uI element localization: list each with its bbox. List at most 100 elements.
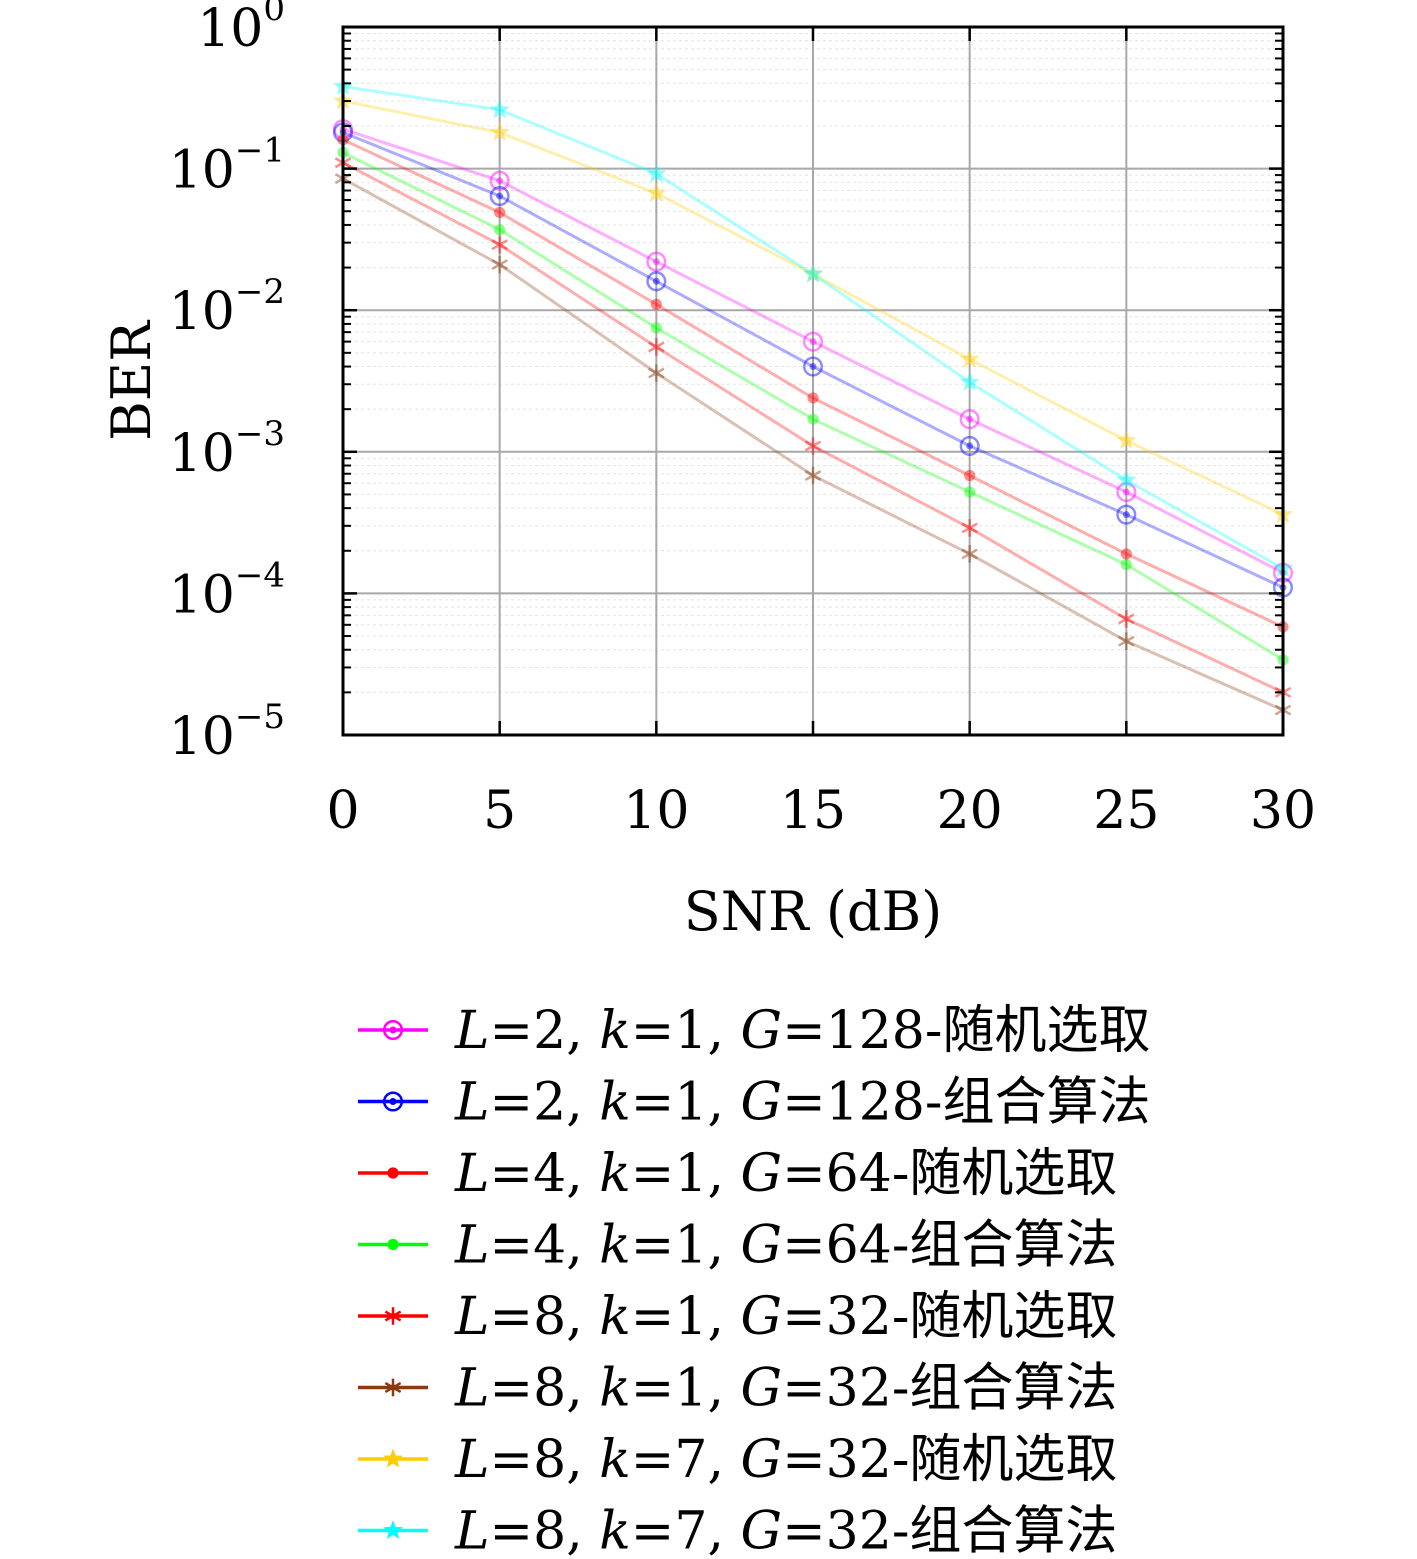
legend-var-k: k (599, 1216, 631, 1276)
legend-var-G: G (741, 1144, 783, 1204)
star-marker (383, 1520, 403, 1539)
legend-dash: - (925, 1073, 943, 1133)
legend-label: L=4, k=1, G=64-随机选取 (454, 1144, 1117, 1204)
circle-marker (382, 1019, 404, 1041)
star-marker (383, 1448, 403, 1468)
dot-marker (387, 1238, 399, 1251)
marker (646, 271, 667, 292)
legend-dash: - (892, 1144, 910, 1204)
circle-marker (489, 185, 510, 207)
marker (494, 206, 506, 219)
legend-eq: = (782, 1001, 826, 1061)
legend-eq: = (631, 1359, 675, 1419)
circle-marker-center (809, 363, 817, 371)
marker (1116, 469, 1137, 489)
legend-var-G: G (741, 1359, 783, 1419)
legend-var-G: G (741, 1287, 783, 1347)
y-tick-exponent: −5 (235, 697, 285, 737)
asterisk-marker-stroke (804, 440, 822, 452)
star-marker (959, 371, 980, 391)
legend-k-value: 7 (674, 1430, 707, 1490)
marker (807, 392, 819, 404)
legend-sep: , (707, 1359, 740, 1419)
x-tick-label: 25 (1093, 781, 1159, 841)
legend-sep: , (707, 1144, 740, 1204)
asterisk-marker-stroke (491, 239, 508, 251)
circle-marker (802, 331, 824, 352)
star-marker (489, 122, 510, 141)
legend-var-k: k (599, 1430, 631, 1490)
legend-L-value: 8 (533, 1359, 566, 1419)
legend-method: 随机选取 (909, 1287, 1117, 1347)
asterisk-marker-center (496, 261, 503, 268)
legend-L-value: 4 (533, 1144, 566, 1204)
legend-sep: , (566, 1144, 599, 1204)
legend-G-value: 32 (826, 1430, 892, 1490)
legend-var-L: L (454, 1430, 490, 1490)
legend-eq: = (631, 1001, 675, 1061)
marker (489, 99, 510, 119)
circle-marker-center (389, 1026, 397, 1034)
legend-eq: = (490, 1430, 534, 1490)
marker (959, 435, 980, 456)
x-tick-labels: 0 5 10 15 20 25 30 (326, 781, 1316, 841)
legend-dash: - (892, 1216, 910, 1276)
legend-eq: = (631, 1144, 675, 1204)
marker (1116, 430, 1137, 449)
legend-eq: = (490, 1287, 534, 1347)
legend-sep: , (566, 1359, 599, 1419)
legend-var-G: G (741, 1073, 783, 1133)
legend-sep: , (566, 1287, 599, 1347)
star-marker (1116, 430, 1137, 449)
marker (1120, 548, 1132, 560)
legend-eq: = (490, 1216, 534, 1276)
asterisk-marker-center (966, 524, 973, 532)
legend-dash: - (925, 1001, 943, 1061)
star-marker (803, 263, 823, 283)
dot-marker (807, 392, 819, 404)
legend-G-value: 64 (826, 1216, 892, 1276)
legend-eq: = (631, 1073, 675, 1133)
series-line (342, 151, 1284, 661)
asterisk-marker-stroke (961, 548, 978, 560)
legend-k-value: 1 (674, 1359, 707, 1419)
marker (650, 322, 662, 334)
legend-item: L=2, k=1, G=128-组合算法 (358, 1073, 1151, 1133)
legend-sep: , (707, 1073, 740, 1133)
legend-eq: = (490, 1073, 534, 1133)
y-tick-exponent: −1 (235, 131, 285, 171)
dot-marker (650, 298, 662, 310)
legend-var-L: L (454, 1359, 490, 1419)
legend-item: L=8, k=7, G=32-组合算法 (358, 1502, 1117, 1559)
circle-marker-center (389, 1097, 397, 1106)
marker (646, 251, 667, 272)
marker (383, 1448, 403, 1468)
legend-L-value: 8 (533, 1502, 566, 1559)
legend-G-value: 32 (826, 1502, 892, 1559)
circle-marker (802, 356, 824, 377)
asterisk-marker-center (389, 1384, 397, 1391)
legend-method: 随机选取 (909, 1144, 1117, 1204)
legend-item: L=2, k=1, G=128-随机选取 (358, 1001, 1151, 1061)
legend-dash: - (892, 1502, 910, 1559)
circle-marker (646, 251, 667, 272)
circle-marker-center (1122, 488, 1130, 496)
asterisk-marker-center (809, 442, 817, 450)
marker (494, 224, 506, 236)
marker (489, 170, 510, 191)
x-tick-label: 20 (937, 781, 1003, 841)
legend-sep: , (566, 1073, 599, 1133)
marker (1120, 558, 1132, 571)
marker (387, 1238, 399, 1251)
circle-marker-center (966, 415, 974, 423)
marker (1118, 610, 1135, 628)
legend-item: L=4, k=1, G=64-随机选取 (358, 1144, 1117, 1204)
legend-L-value: 2 (533, 1073, 566, 1133)
legend-method: 组合算法 (909, 1216, 1117, 1276)
marker (804, 466, 822, 485)
legend-label: L=2, k=1, G=128-随机选取 (454, 1001, 1151, 1061)
y-tick-label: 10−5 (169, 697, 285, 767)
series-line (342, 99, 1284, 516)
circle-marker-center (809, 338, 817, 346)
